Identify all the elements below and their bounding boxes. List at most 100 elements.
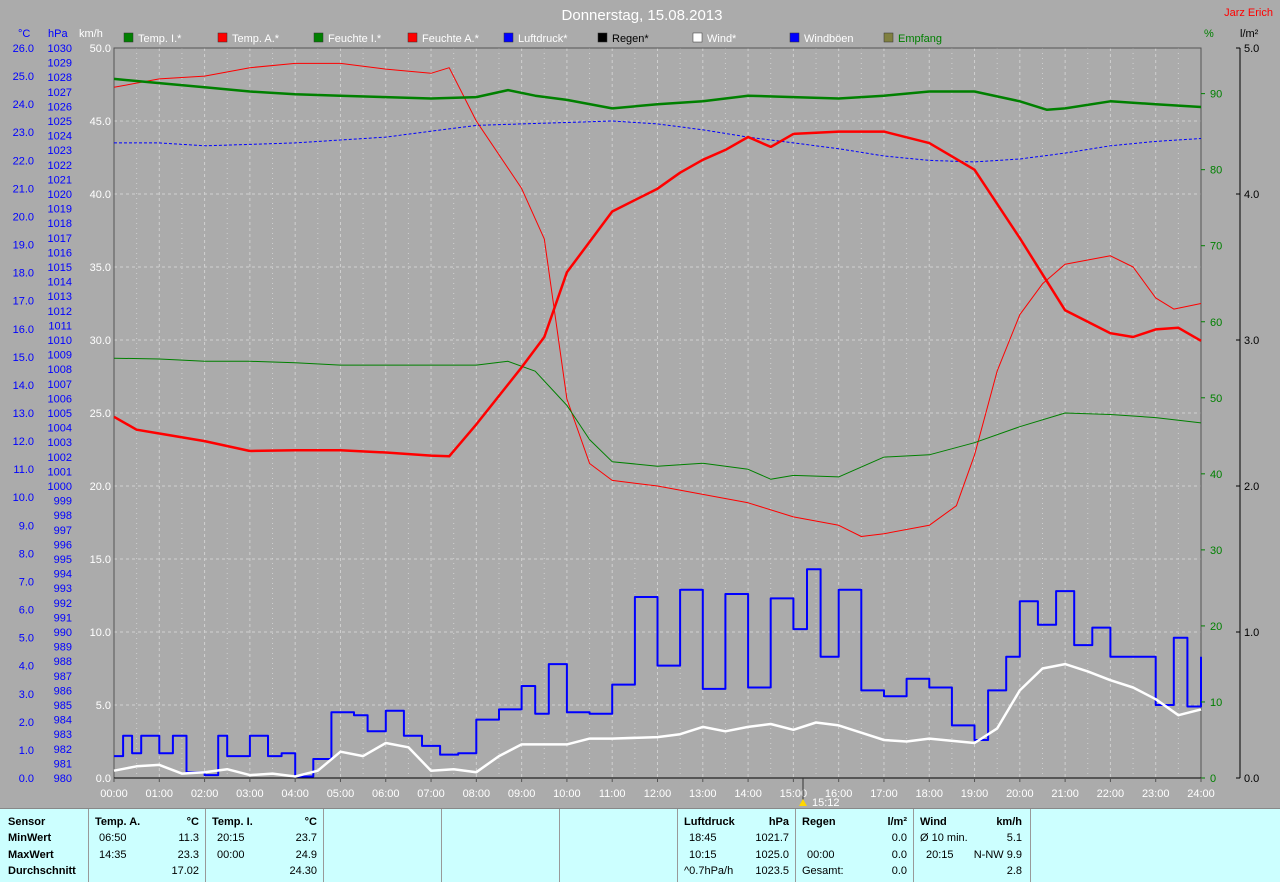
humidity-tick-label: 40 <box>1210 469 1222 481</box>
temp-tick-label: 24.0 <box>13 99 34 111</box>
temp-i-min: 23.7 <box>295 832 317 844</box>
rain-total: 0.0 <box>891 865 907 877</box>
pressure-tick-label: 1015 <box>48 262 72 274</box>
pressure-tick-label: 999 <box>54 496 72 508</box>
chart-title: Donnerstag, 15.08.2013 <box>562 7 723 24</box>
stats-col-empty-3 <box>560 809 678 882</box>
temp-i-max-time: 00:00 <box>217 849 245 861</box>
series-temp-a-line <box>113 62 1202 537</box>
legend-swatch <box>597 32 608 43</box>
stats-col-pressure: Luftdruck hPa 18:45 1021.7 10:15 1025.0 … <box>678 809 796 882</box>
rain-header: Regen <box>802 816 836 828</box>
legend-label: Empfang <box>898 33 942 45</box>
pressure-tick-label: 987 <box>54 671 72 683</box>
rain-min: 0.0 <box>891 832 907 844</box>
unit-temp: °C <box>18 28 30 40</box>
x-tick-label: 21:00 <box>1051 788 1079 800</box>
wind-tick-label: 40.0 <box>90 189 111 201</box>
rain-tick-label: 3.0 <box>1244 335 1259 347</box>
temp-tick-label: 17.0 <box>13 296 34 308</box>
pressure-header: Luftdruck <box>684 816 735 828</box>
pressure-tick-label: 1012 <box>48 306 72 318</box>
time-marker-label: 15:12 <box>812 797 840 808</box>
pressure-tick-label: 1020 <box>48 189 72 201</box>
author-label: Jarz Erich <box>1224 7 1273 19</box>
temp-tick-label: 11.0 <box>13 464 34 476</box>
wind-unit: km/h <box>996 816 1022 828</box>
pressure-max-time: 10:15 <box>689 849 717 861</box>
unit-humidity: % <box>1204 28 1214 40</box>
pressure-tick-label: 1017 <box>48 233 72 245</box>
temp-tick-label: 15.0 <box>13 352 34 364</box>
temp-tick-label: 0.0 <box>19 773 34 785</box>
rain-tick-label: 1.0 <box>1244 627 1259 639</box>
pressure-tick-label: 990 <box>54 627 72 639</box>
pressure-tick-label: 1008 <box>48 364 72 376</box>
legend-label: Regen* <box>612 33 649 45</box>
x-tick-label: 24:00 <box>1187 788 1215 800</box>
pressure-avg: 1023.5 <box>755 865 789 877</box>
x-tick-label: 00:00 <box>100 788 128 800</box>
series-temp-i-line <box>113 77 1202 112</box>
pressure-tick-label: 988 <box>54 656 72 668</box>
temp-tick-label: 8.0 <box>19 548 34 560</box>
stats-col-empty-2 <box>442 809 560 882</box>
wind-tick-label: 20.0 <box>90 481 111 493</box>
pressure-tick-label: 1025 <box>48 116 72 128</box>
pressure-tick-label: 1007 <box>48 379 72 391</box>
pressure-tick-label: 1023 <box>48 145 72 157</box>
temp-tick-label: 21.0 <box>13 183 34 195</box>
legend-label: Temp. I.* <box>138 33 182 45</box>
temp-a-header: Temp. A. <box>95 816 141 828</box>
pressure-trend: ^0.7hPa/h <box>684 865 734 877</box>
temp-a-max: 23.3 <box>177 849 199 861</box>
unit-pressure: hPa <box>48 28 68 40</box>
temp-i-avg: 24.30 <box>289 865 317 877</box>
legend-swatch <box>789 32 800 43</box>
humidity-tick-label: 20 <box>1210 621 1222 633</box>
pressure-tick-label: 991 <box>54 612 72 624</box>
x-tick-label: 01:00 <box>146 788 174 800</box>
humidity-tick-label: 0 <box>1210 773 1216 785</box>
series-wind-line <box>113 662 1202 778</box>
temp-tick-label: 16.0 <box>13 324 34 336</box>
humidity-tick-label: 80 <box>1210 165 1222 177</box>
stats-col-temp-i: Temp. I. °C 20:15 23.7 00:00 24.9 24.30 <box>206 809 324 882</box>
wind-min: 5.1 <box>1006 832 1022 844</box>
wind-tick-label: 50.0 <box>90 43 111 55</box>
pressure-tick-label: 1028 <box>48 72 72 84</box>
x-tick-label: 09:00 <box>508 788 536 800</box>
legend-swatch <box>503 32 514 43</box>
temp-tick-label: 14.0 <box>13 380 34 392</box>
humidity-tick-label: 50 <box>1210 393 1222 405</box>
series-windb-en-line <box>114 568 1202 778</box>
temp-tick-label: 12.0 <box>13 436 34 448</box>
wind-max: N-NW 9.9 <box>973 849 1022 861</box>
pressure-tick-label: 1000 <box>48 481 72 493</box>
wind-avg: 2.8 <box>1006 865 1022 877</box>
unit-rain: l/m² <box>1240 28 1259 40</box>
temp-tick-label: 1.0 <box>19 745 34 757</box>
pressure-unit: hPa <box>768 816 789 828</box>
pressure-tick-label: 1013 <box>48 291 72 303</box>
humidity-tick-label: 90 <box>1210 89 1222 101</box>
wind-tick-label: 0.0 <box>96 773 111 785</box>
legend-swatch <box>407 32 418 43</box>
x-tick-label: 13:00 <box>689 788 717 800</box>
pressure-min: 1021.7 <box>755 832 789 844</box>
wind-min-label: Ø 10 min. <box>920 832 968 844</box>
pressure-tick-label: 1014 <box>48 277 72 289</box>
humidity-tick-label: 30 <box>1210 545 1222 557</box>
pressure-tick-label: 1002 <box>48 452 72 464</box>
wind-tick-label: 30.0 <box>90 335 111 347</box>
humidity-tick-label: 60 <box>1210 317 1222 329</box>
pressure-tick-label: 1006 <box>48 393 72 405</box>
temp-i-header: Temp. I. <box>212 816 253 828</box>
pressure-min-time: 18:45 <box>689 832 717 844</box>
pressure-tick-label: 1022 <box>48 160 72 172</box>
stats-row-max: MaxWert <box>8 849 54 861</box>
pressure-tick-label: 1004 <box>48 423 72 435</box>
humidity-tick-label: 10 <box>1210 697 1222 709</box>
pressure-tick-label: 1010 <box>48 335 72 347</box>
temp-a-max-time: 14:35 <box>99 849 127 861</box>
